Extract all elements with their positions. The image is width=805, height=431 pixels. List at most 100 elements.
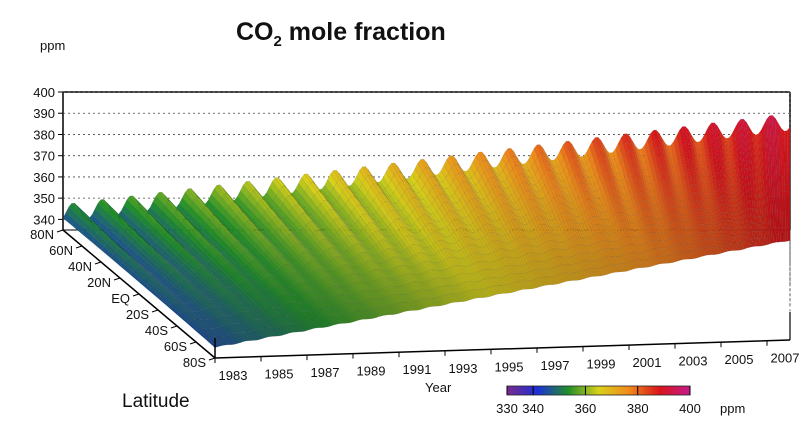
- y-tick-mark: [132, 293, 140, 297]
- surface-cell: [770, 131, 774, 141]
- surface-cell: [765, 221, 769, 231]
- colorbar-tick-label: 360: [575, 401, 597, 416]
- surface-cell: [774, 179, 778, 189]
- x-tick-label: 1995: [495, 359, 524, 374]
- surface-cell: [775, 211, 779, 220]
- y-tick-label: EQ: [111, 291, 130, 306]
- surface-cell: [782, 183, 786, 193]
- z-tick-label: 400: [33, 85, 55, 100]
- surface-cell: [779, 204, 783, 213]
- surface-cell: [773, 171, 778, 182]
- y-tick-mark: [75, 245, 83, 249]
- surface-cell: [787, 203, 791, 213]
- surface-cell: [784, 157, 788, 165]
- surface-cell: [787, 218, 791, 227]
- surface-cell: [754, 134, 759, 142]
- surface-cell: [785, 233, 788, 242]
- colorbar-tick-label: 400: [679, 401, 701, 416]
- surface-cell: [782, 198, 786, 206]
- surface-cell: [784, 205, 788, 213]
- x-tick-label: 1993: [449, 361, 478, 376]
- tick-labels: 340 350 360 370 380 390 400 80N60N40N20NEQ20S40…: [30, 85, 799, 383]
- surface-cell: [781, 169, 785, 179]
- y-tick-label: 60N: [49, 243, 73, 258]
- surface-cell: [780, 212, 783, 221]
- surface-cell: [778, 234, 781, 243]
- x-tick-label: 1991: [403, 362, 432, 377]
- x-tick-label: 2001: [633, 355, 662, 370]
- surface-cell: [784, 137, 788, 145]
- title-rest: mole fraction: [282, 18, 446, 46]
- surface-cell: [782, 234, 786, 242]
- y-tick-mark: [94, 261, 102, 265]
- surface-cell: [784, 163, 788, 172]
- x-tick-label: 1987: [311, 365, 340, 380]
- colorbar-tick-label: 380: [627, 401, 649, 416]
- surface-cell: [767, 212, 771, 222]
- surface-cell: [785, 226, 788, 235]
- z-tick-label: 340: [33, 212, 55, 227]
- surface-cell: [773, 155, 777, 166]
- surface-cell: [770, 156, 775, 165]
- surface-cell: [771, 180, 775, 189]
- y-axis-label: Latitude: [122, 391, 190, 412]
- z-tick-label: 380: [33, 127, 55, 142]
- surface-cell: [775, 219, 779, 228]
- surface-cell: [768, 172, 772, 183]
- title-subscript: 2: [274, 33, 282, 50]
- surface-cell: [787, 233, 791, 242]
- surface-cell: [777, 226, 781, 235]
- surface-cell: [780, 226, 784, 235]
- surface-cell: [772, 203, 776, 213]
- surface-cell: [787, 196, 791, 206]
- y-tick-mark: [56, 229, 64, 233]
- y-tick-label: 20N: [87, 275, 111, 290]
- y-tick-mark: [208, 357, 216, 361]
- surface-cell: [777, 204, 781, 213]
- x-axis-label: Year: [425, 380, 452, 395]
- colorbar-tick-label: 340: [522, 401, 544, 416]
- z-tick-label: 390: [33, 106, 55, 121]
- surface-cell: [782, 219, 786, 228]
- y-tick-mark: [151, 309, 159, 313]
- surface-cell: [769, 204, 773, 214]
- x-tick-label: 1997: [541, 358, 570, 373]
- surface-cell: [771, 164, 775, 173]
- surface-cell: [768, 228, 772, 237]
- y-tick-label: 40N: [68, 259, 92, 274]
- surface-cell: [777, 219, 781, 228]
- surface-cell: [784, 130, 788, 138]
- surface-cell: [767, 205, 771, 215]
- colorbar: 330 340 360 380 400: [496, 385, 701, 416]
- y-tick-mark: [113, 277, 121, 281]
- surface-cell: [769, 115, 773, 125]
- colorbar-gradient: [506, 385, 691, 396]
- surface-cell: [770, 139, 774, 149]
- surface-cell: [784, 143, 788, 152]
- surface-cell: [784, 184, 788, 193]
- surface-cell: [781, 176, 785, 186]
- surface-cell: [769, 188, 773, 198]
- surface-cell: [775, 226, 779, 235]
- surface-cell: [772, 219, 776, 228]
- surface-cell: [772, 195, 776, 205]
- surface-cell: [777, 211, 781, 220]
- colorbar-unit: ppm: [720, 401, 745, 416]
- surface-cell: [771, 187, 775, 197]
- x-tick-label: 2005: [725, 352, 754, 367]
- surface-cell: [769, 196, 773, 206]
- y-tick-mark: [189, 341, 197, 345]
- surface-cell: [775, 234, 779, 243]
- surface-cell: [779, 189, 783, 199]
- surface-cell: [777, 196, 781, 206]
- surface-cell: [782, 205, 786, 213]
- data-surface: [62, 115, 791, 348]
- x-tick-label: 2003: [679, 354, 708, 369]
- surface-cell: [773, 234, 777, 243]
- chart-title: CO2 mole fraction: [236, 18, 446, 50]
- x-tick-label: 1989: [357, 364, 386, 379]
- surface-cell: [782, 191, 786, 199]
- surface-cell: [774, 195, 778, 205]
- z-axis-unit: ppm: [40, 38, 65, 53]
- surface-cell: [784, 191, 788, 199]
